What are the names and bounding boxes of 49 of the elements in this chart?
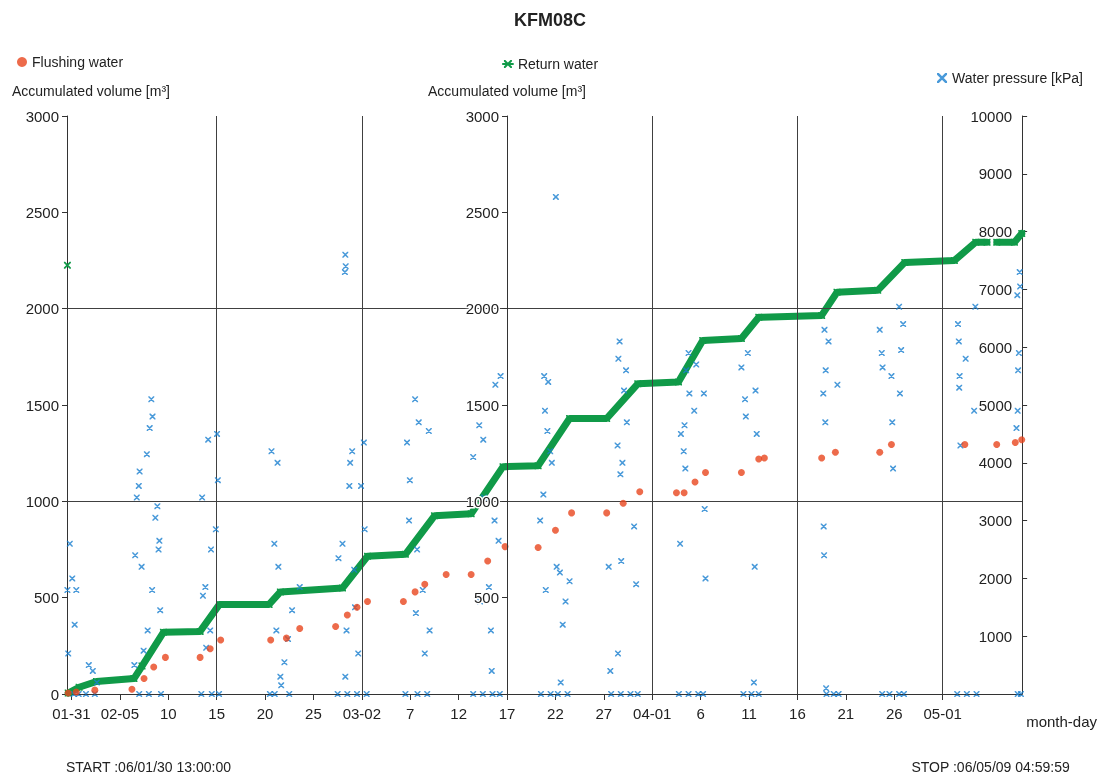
x-tick-label: 26 <box>885 705 903 722</box>
y-tick-label: 2500 <box>25 203 59 221</box>
y3-tick-label: 1000 <box>978 627 1013 645</box>
y-tick-label: 0 <box>50 685 59 703</box>
y-tick-label: 1500 <box>25 396 59 414</box>
x-tick-label: 11 <box>741 705 757 722</box>
y3-tick-label: 4000 <box>978 454 1013 472</box>
legend-label: Water pressure [kPa] <box>952 70 1084 86</box>
text: STOP :06/05/09 04:59:59 <box>911 759 1070 775</box>
x-tick-label: 15 <box>208 705 225 722</box>
legend-label: Return water <box>517 56 599 72</box>
x-tick-label: 25 <box>305 705 322 722</box>
x-tick-label: 27 <box>595 705 613 722</box>
y3-tick-label: 2000 <box>978 569 1013 587</box>
y3-tick-label: 3000 <box>978 512 1013 530</box>
y3-tick-label: 9000 <box>978 165 1013 183</box>
x-tick-label: 6 <box>696 705 705 722</box>
x-axis-title: month-day <box>1026 713 1098 730</box>
x-tick-label: 20 <box>256 705 274 722</box>
y2-tick-label: 1500 <box>465 396 499 414</box>
y2-axis-title: Accumulated volume [m³] <box>428 83 586 99</box>
x-tick-label: 03-02 <box>342 705 382 722</box>
y3-tick-label: 8000 <box>978 223 1013 241</box>
y3-tick-label: 7000 <box>978 280 1013 298</box>
chart-title: KFM08C <box>513 10 587 30</box>
y2-tick-label: 3000 <box>465 107 499 125</box>
x-tick-label: 21 <box>837 705 855 722</box>
x-tick-label: 12 <box>450 705 467 722</box>
x-tick-label: 05-01 <box>923 705 962 722</box>
y3-tick-label: 10000 <box>970 107 1013 125</box>
x-tick-label: 01-31 <box>52 705 91 722</box>
text: START :06/01/30 13:00:00 <box>66 759 232 775</box>
y-tick-label: 2000 <box>25 300 59 318</box>
y2-tick-label: 500 <box>473 589 499 607</box>
x-tick-label: 17 <box>498 705 516 722</box>
x-tick-label: 04-01 <box>633 705 672 722</box>
y-tick-label: 500 <box>33 589 59 607</box>
y2-tick-label: 2500 <box>465 203 499 221</box>
y-tick-label: 3000 <box>25 107 59 125</box>
y-tick-label: 1000 <box>25 492 59 510</box>
x-tick-label: 22 <box>547 705 564 722</box>
x-tick-label: 02-05 <box>100 705 140 722</box>
y3-tick-label: 6000 <box>978 338 1013 356</box>
x-tick-label: 10 <box>159 705 177 722</box>
y3-tick-label: 5000 <box>978 396 1013 414</box>
x-tick-label: 7 <box>406 705 415 722</box>
y-axis-title: Accumulated volume [m³] <box>12 83 170 99</box>
x-tick-label: 16 <box>789 705 806 722</box>
legend-label: Flushing water <box>32 54 124 70</box>
